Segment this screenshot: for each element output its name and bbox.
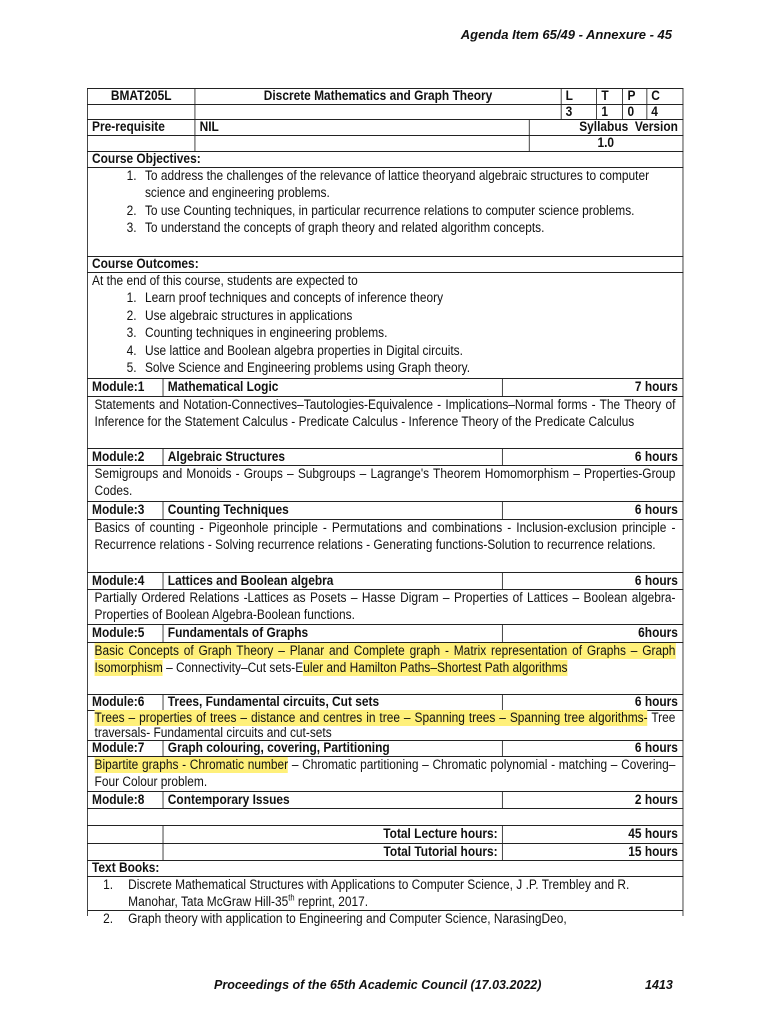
objective-item: To use Counting techniques, in particula… xyxy=(140,203,674,220)
ltpc-p: P xyxy=(623,89,648,104)
module-label: Module:4 xyxy=(88,573,164,589)
module-label: Module:7 xyxy=(88,741,164,756)
outcome-item: Use algebraic structures in applications xyxy=(140,308,682,325)
module-hours: 6 hours xyxy=(634,573,678,589)
module-7-body: Bipartite graphs - Chromatic number – Ch… xyxy=(87,756,683,791)
total-tutorial-label: Total Tutorial hours: xyxy=(164,844,503,860)
objectives-body: To address the challenges of the relevan… xyxy=(87,167,683,256)
module-title: Lattices and Boolean algebra xyxy=(164,573,503,589)
ltpc-t-value: 1 xyxy=(597,105,624,119)
ltpc-values-row: 3 1 0 4 xyxy=(87,104,683,119)
module-hours: 6 hours xyxy=(634,502,678,518)
course-title-row: BMAT205L Discrete Mathematics and Graph … xyxy=(87,88,683,104)
total-tutorial-row: Total Tutorial hours: 15 hours xyxy=(87,843,683,860)
version-row: 1.0 xyxy=(87,135,683,151)
module-5-body: Basic Concepts of Graph Theory – Planar … xyxy=(87,642,683,694)
course-code: BMAT205L xyxy=(88,89,196,104)
highlighted-text: Trees – properties of trees – distance a… xyxy=(94,710,648,726)
textbooks-body: Discrete Mathematical Structures with Ap… xyxy=(87,876,683,927)
ltpc-c: C xyxy=(651,89,660,104)
module-label: Module:3 xyxy=(88,502,164,519)
total-lecture-row: Total Lecture hours: 45 hours xyxy=(87,825,683,843)
version-value: 1.0 xyxy=(597,136,615,151)
objectives-list: To address the challenges of the relevan… xyxy=(88,168,682,256)
module-8-header: Module:8 Contemporary Issues 2 hours xyxy=(87,791,683,808)
page-number: 1413 xyxy=(645,978,673,992)
blank-row xyxy=(87,808,683,825)
module-title: Trees, Fundamental circuits, Cut sets xyxy=(164,695,503,710)
module-title: Contemporary Issues xyxy=(164,792,503,808)
module-hours: 6 hours xyxy=(634,741,678,756)
ltpc-p-value: 0 xyxy=(623,105,648,119)
outcome-item: Use lattice and Boolean algebra properti… xyxy=(140,343,682,360)
module-2-body: Semigroups and Monoids - Groups – Subgro… xyxy=(87,465,683,501)
module-4-header: Module:4 Lattices and Boolean algebra 6 … xyxy=(87,572,683,589)
outcome-item: Learn proof techniques and concepts of i… xyxy=(140,290,682,307)
module-hours: 2 hours xyxy=(634,792,678,808)
module-6-header: Module:6 Trees, Fundamental circuits, Cu… xyxy=(87,694,683,710)
outcomes-list: Learn proof techniques and concepts of i… xyxy=(88,290,682,377)
textbooks-list: Discrete Mathematical Structures with Ap… xyxy=(88,877,632,910)
module-3-header: Module:3 Counting Techniques 6 hours xyxy=(87,501,683,519)
module-title: Counting Techniques xyxy=(164,502,503,519)
module-4-body: Partially Ordered Relations -Lattices as… xyxy=(87,589,683,624)
outcome-item: Counting techniques in engineering probl… xyxy=(140,325,682,342)
version-label: Syllabus Version xyxy=(579,120,678,135)
module-label: Module:2 xyxy=(88,449,164,465)
objectives-heading-row: Course Objectives: xyxy=(87,151,683,167)
course-title: Discrete Mathematics and Graph Theory xyxy=(195,89,562,104)
module-hours: 6 hours xyxy=(634,449,678,465)
total-tutorial-value: 15 hours xyxy=(628,844,678,860)
outcome-item: Solve Science and Engineering problems u… xyxy=(140,360,682,377)
module-hours: 7 hours xyxy=(634,379,678,395)
module-label: Module:8 xyxy=(88,792,164,808)
objective-item: To understand the concepts of graph theo… xyxy=(140,220,674,237)
textbooks-heading: Text Books: xyxy=(92,861,160,876)
ltpc-t: T xyxy=(597,89,624,104)
module-label: Module:1 xyxy=(88,379,164,396)
ltpc-l: L xyxy=(561,89,598,104)
outcomes-intro: At the end of this course, students are … xyxy=(92,273,358,289)
module-title: Algebraic Structures xyxy=(164,449,503,465)
prereq-row: Pre-requisite NIL Syllabus Version xyxy=(87,119,683,135)
module-hours: 6 hours xyxy=(634,695,678,710)
prereq-label: Pre-requisite xyxy=(88,120,196,135)
total-lecture-value: 45 hours xyxy=(628,826,678,842)
module-hours: 6hours xyxy=(638,625,678,641)
textbook-item: Graph theory with application to Enginee… xyxy=(116,911,682,928)
footer-proceedings: Proceedings of the 65th Academic Council… xyxy=(214,978,542,992)
ltpc-l-value: 3 xyxy=(561,105,598,119)
textbook-item: Discrete Mathematical Structures with Ap… xyxy=(116,877,631,910)
module-title: Mathematical Logic xyxy=(164,379,503,396)
module-title: Graph colouring, covering, Partitioning xyxy=(164,741,503,756)
module-label: Module:5 xyxy=(88,625,164,642)
module-1-header: Module:1 Mathematical Logic 7 hours xyxy=(87,378,683,396)
body-text: – Chromatic partitioning – Chromatic pol… xyxy=(94,757,676,791)
objective-item: To address the challenges of the relevan… xyxy=(140,168,674,203)
module-5-header: Module:5 Fundamentals of Graphs 6hours xyxy=(87,624,683,642)
textbooks-heading-row: Text Books: xyxy=(87,860,683,876)
total-lecture-label: Total Lecture hours: xyxy=(164,826,503,843)
module-3-body: Basics of counting - Pigeonhole principl… xyxy=(87,519,683,572)
syllabus-table: BMAT205L Discrete Mathematics and Graph … xyxy=(87,88,683,927)
body-text: – Connectivity–Cut sets-E xyxy=(162,660,304,677)
body-text: Tree traversals- Fundamental circuits an… xyxy=(94,710,676,741)
module-6-body: Trees – properties of trees – distance a… xyxy=(87,710,683,741)
objectives-heading: Course Objectives: xyxy=(92,152,201,167)
outcomes-heading: Course Outcomes: xyxy=(92,257,199,272)
module-title: Fundamentals of Graphs xyxy=(164,625,503,642)
outcomes-body: At the end of this course, students are … xyxy=(87,272,683,378)
module-1-body: Statements and Notation-Connectives–Taut… xyxy=(87,396,683,448)
module-2-header: Module:2 Algebraic Structures 6 hours xyxy=(87,448,683,465)
highlighted-text: Bipartite graphs - Chromatic number xyxy=(94,757,289,773)
module-label: Module:6 xyxy=(88,695,164,710)
agenda-header: Agenda Item 65/49 - Annexure - 45 xyxy=(460,27,672,42)
highlighted-text: uler and Hamilton Paths–Shortest Path al… xyxy=(303,660,568,677)
module-7-header: Module:7 Graph colouring, covering, Part… xyxy=(87,740,683,756)
ltpc-c-value: 4 xyxy=(651,105,658,119)
prereq-value: NIL xyxy=(195,120,530,135)
outcomes-heading-row: Course Outcomes: xyxy=(87,256,683,272)
